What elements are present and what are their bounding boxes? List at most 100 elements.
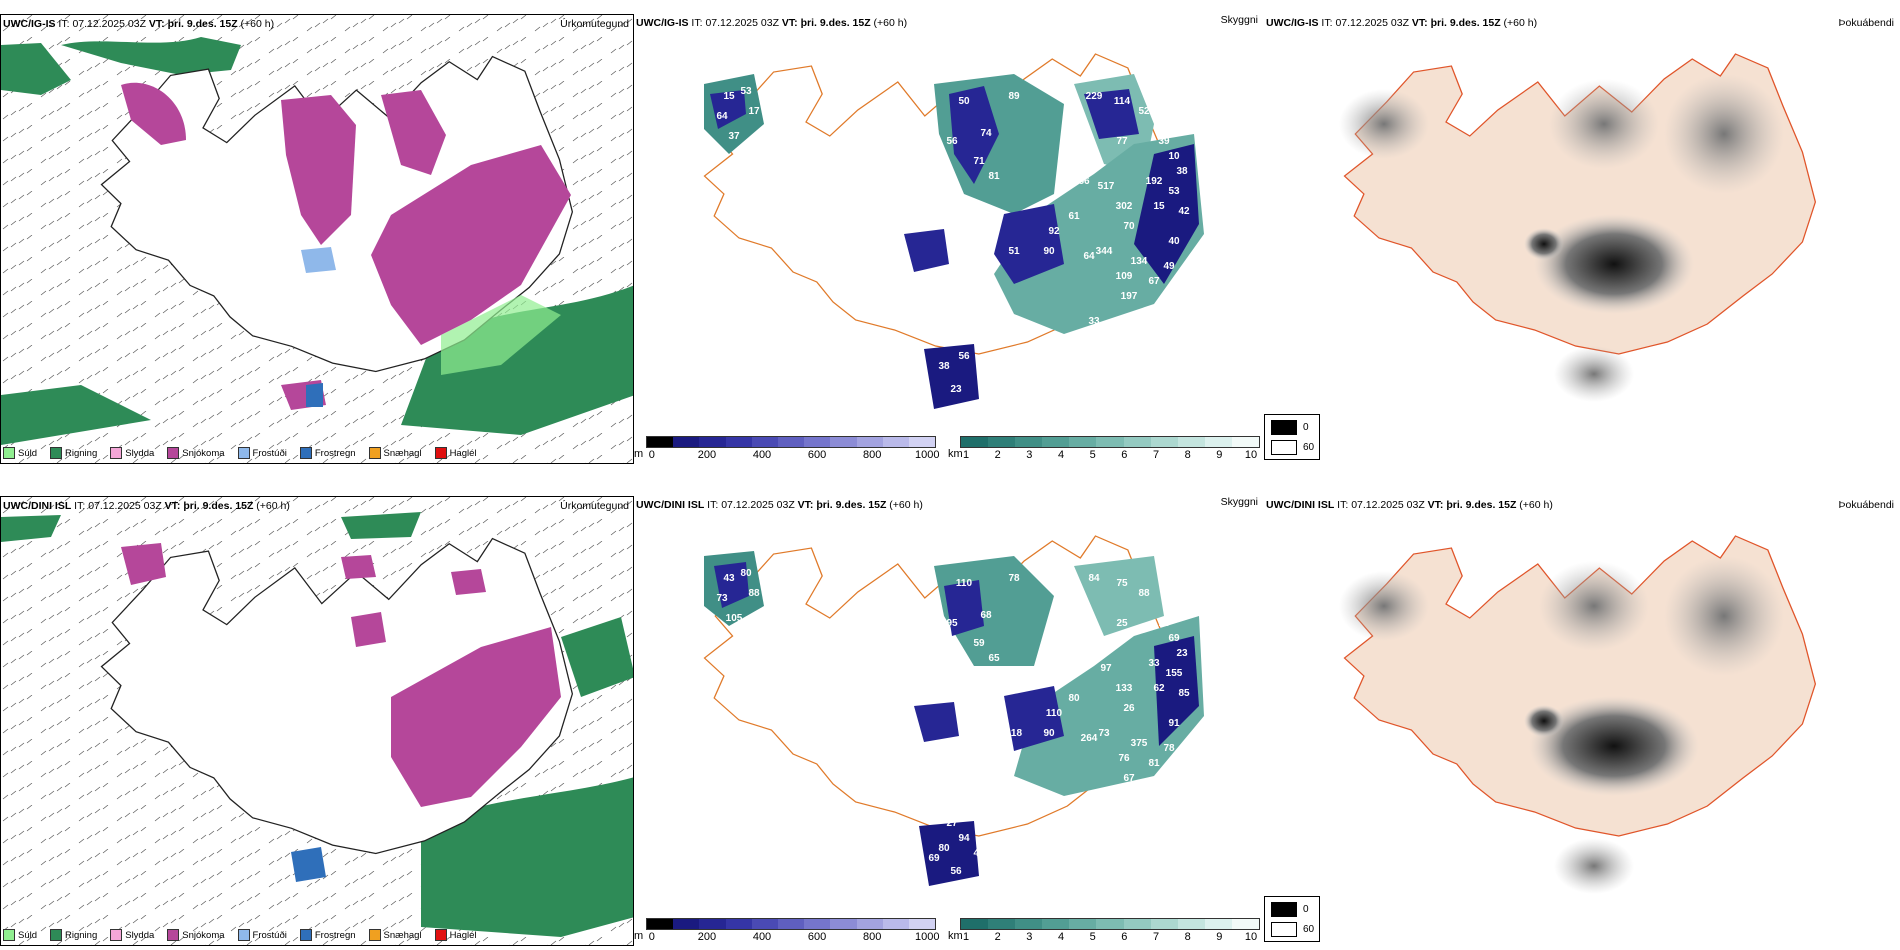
visibility-value-label: 150 [1086,798,1103,809]
visibility-value-label: 25 [1116,618,1128,629]
visibility-value-label: 49 [1078,658,1090,669]
visibility-value-label: 39 [1158,136,1170,147]
panel-type-label: Skyggni [1220,496,1258,508]
visibility-value-label: 94 [958,833,970,844]
colorbar-tick: 7 [1152,931,1160,943]
precip-panel-row1: UWC/IG-IS IT: 07.12.2025 03Z VT: þri. 9.… [0,14,634,464]
colorbar-tick: 10 [1244,449,1258,461]
legend-swatch [50,929,63,941]
colorbar-tick: 6 [1121,931,1128,943]
visibility-value-label: 92 [1048,226,1060,237]
visibility-value-label: 110 [956,578,973,589]
visibility-value-label: 27 [946,818,958,829]
colorbar-tick: 200 [697,449,717,461]
panel-header: UWC/DINI ISL IT: 07.12.2025 03Z VT: þri.… [1266,499,1553,511]
colorbar-tick: 9 [1216,931,1223,943]
visibility-value-label: 375 [1131,738,1148,749]
colorbar-tick: 5 [1089,449,1096,461]
cloud-label: 0 [1303,422,1309,433]
visibility-value-label: 67 [1123,773,1135,784]
panel-header: UWC/DINI ISL IT: 07.12.2025 03Z VT: þri.… [636,499,923,511]
legend-swatch [237,447,250,459]
visibility-value-label: 43 [723,573,735,584]
visibility-value-label: 56 [950,866,962,877]
panel-type-label: Úrkomutegund [560,18,629,30]
visibility-value-label: 91 [1168,718,1180,729]
cloud-label: 0 [1303,904,1309,915]
colorbar-tick: 200 [697,931,717,943]
visibility-panel-row2: 43 80 73 88 105 110 95 68 59 65 78 84 75 88 25 13 69 23 49… [634,496,1264,946]
visibility-value-label: 78 [1008,573,1020,584]
colorbar-tick: 3 [1026,449,1033,461]
visibility-value-label: 38 [938,361,950,372]
visibility-value-label: 56 [946,136,958,147]
visibility-value-label: 90 [1043,728,1055,739]
visibility-gradient [960,918,1260,930]
legend-label: Frostúði [252,447,287,459]
visibility-value-label: 105 [726,613,743,624]
legend-item: Súld [3,447,37,459]
colorbar-tick: 1000 [915,449,940,461]
ceiling-colorbar-row2: 0 200 400 600 800 1000 m [634,918,940,944]
colorbar-unit: km [948,448,963,460]
ceiling-gradient [646,436,936,448]
visibility-value-label: 344 [1096,246,1113,257]
visibility-value-label: 50 [958,96,970,107]
visibility-value-label: 88 [1138,588,1150,599]
visibility-value-label: 80 [938,843,950,854]
visibility-value-label: 95 [946,618,958,629]
fog-map-row2 [1339,535,1817,894]
visibility-value-label: 38 [1176,166,1188,177]
visibility-value-label: 64 [1083,251,1095,262]
colorbar-tick: 2 [994,449,1001,461]
colorbar-tick: 3 [1026,931,1033,943]
visibility-value-label: 67 [1148,276,1160,287]
visibility-value-label: 40 [1168,236,1180,247]
panel-type-label: Þokuábendi [1838,499,1894,511]
visibility-value-label: 70 [1123,221,1135,232]
legend-item: Frostúði [237,929,287,941]
visibility-value-label: 53 [1168,186,1180,197]
visibility-value-label: 80 [740,568,752,579]
visibility-value-label: 23 [1176,648,1188,659]
legend-swatch [3,447,15,459]
visibility-value-label: 74 [980,128,992,139]
colorbar-tick: 800 [863,931,882,943]
colorbar-tick: 4 [1057,449,1065,461]
colorbar-tick: 2 [994,931,1001,943]
legend-label: Haglél [449,929,477,941]
visibility-value-label: 145 [961,880,978,891]
cloud-label: 60 [1303,442,1315,453]
visibility-value-label: 64 [716,111,728,122]
legend-item: Rigning [50,929,97,941]
legend-item: Snæhagl [368,929,422,941]
ceiling-colorbar-row1: 0 200 400 600 800 1000 m [634,436,940,462]
legend-swatch [299,929,312,941]
visibility-value-label: 264 [1081,733,1098,744]
legend-item: Snjókoma [167,447,225,459]
legend-label: Snæhagl [383,929,422,941]
panel-type-label: Úrkomutegund [560,500,629,512]
visibility-value-label: 47 [973,848,985,859]
visibility-value-label: 302 [1116,201,1133,212]
visibility-value-label: 89 [1008,91,1020,102]
visibility-value-label: 192 [1146,176,1163,187]
legend-swatch [434,929,447,941]
legend-swatch [50,447,63,459]
cloud-legend-row2: 0 60 [1264,896,1320,942]
legend-label: Rigning [65,447,98,459]
visibility-value-label: 78 [1163,743,1175,754]
visibility-value-label: 10 [1168,151,1180,162]
legend-swatch [110,447,123,459]
panel-type-label: Skyggni [1220,14,1258,26]
visibility-value-label: 61 [1068,211,1080,222]
fog-panel-row1: UWC/IG-IS IT: 07.12.2025 03Z VT: þri. 9.… [1264,14,1900,464]
visibility-value-label: 37 [728,131,740,142]
visibility-value-label: 17 [748,106,760,117]
visibility-value-label: 110 [1046,708,1063,719]
visibility-value-label: 88 [748,588,760,599]
visibility-value-label: 81 [988,171,1000,182]
legend-item: Slydda [110,447,154,459]
panel-header: UWC/IG-IS IT: 07.12.2025 03Z VT: þri. 9.… [3,18,275,30]
